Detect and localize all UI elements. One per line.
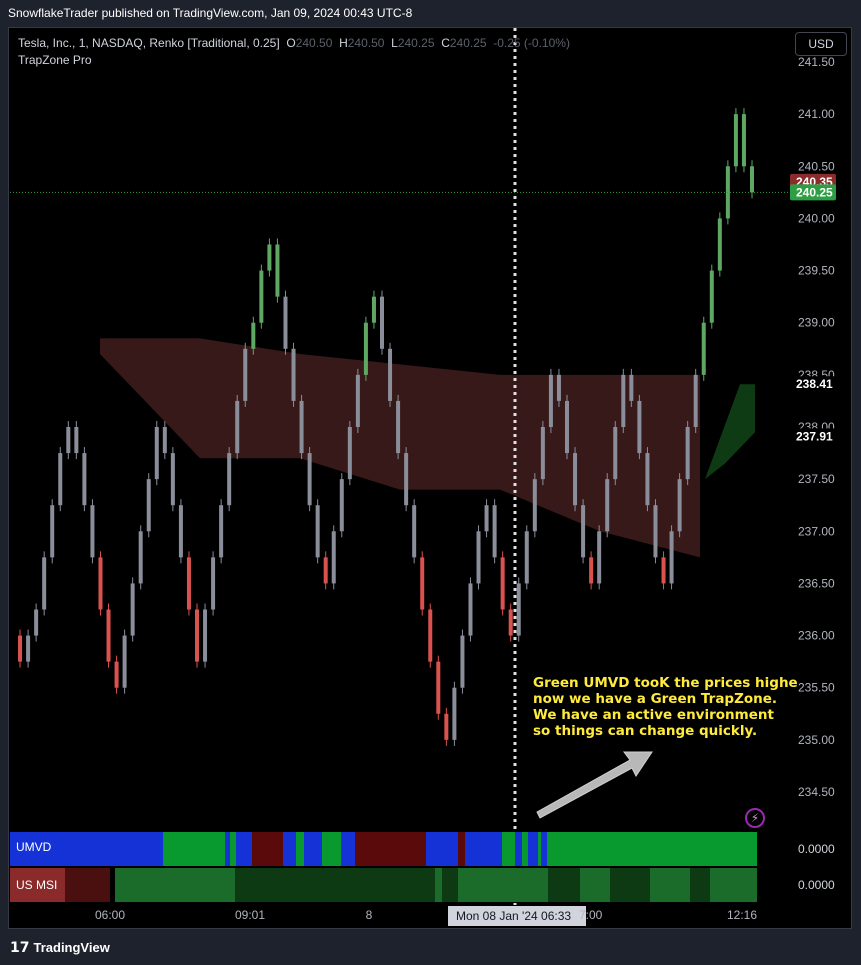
- umvd-segment: [236, 832, 252, 866]
- open-value: 240.50: [295, 36, 333, 50]
- umvd-segment: [541, 832, 547, 866]
- y-tick-label: 241.00: [798, 107, 835, 121]
- symbol-name: Tesla, Inc., 1, NASDAQ, Renko [Tradition…: [18, 36, 280, 50]
- x-tick-label: 06:00: [95, 908, 125, 922]
- y-tick-label: 234.50: [798, 785, 835, 799]
- msi-value: 0.0000: [798, 878, 835, 892]
- y-tick-label: 236.50: [798, 576, 835, 590]
- umvd-segment: [366, 832, 426, 866]
- y-tick-label: 240.50: [798, 159, 835, 173]
- y-tick-label: 237.00: [798, 524, 835, 538]
- umvd-segment: [355, 832, 366, 866]
- msi-segment: [458, 868, 548, 902]
- msi-segment: [610, 868, 650, 902]
- y-tick-label: 239.50: [798, 264, 835, 278]
- change-value: -0.25 (-0.10%): [493, 36, 570, 50]
- x-tick-label: 09:01: [235, 908, 265, 922]
- y-tick-label: 236.00: [798, 629, 835, 643]
- umvd-segment: [515, 832, 522, 866]
- publisher-line: SnowflakeTrader published on TradingView…: [8, 6, 413, 20]
- umvd-segment: [528, 832, 538, 866]
- y-tick-label: 235.50: [798, 681, 835, 695]
- annotation-text: Green UMVD tooK the prices highe now we …: [533, 675, 798, 739]
- umvd-segment: [10, 832, 163, 866]
- price-label-box: [790, 376, 836, 393]
- x-tick-partial: 7:00: [579, 908, 603, 922]
- msi-segment: [650, 868, 690, 902]
- msi-segment: [548, 868, 580, 902]
- price-label-box: [790, 184, 836, 201]
- high-label: H: [339, 36, 348, 50]
- umvd-segment: [426, 832, 458, 866]
- umvd-segment: [225, 832, 230, 866]
- price-label-text: 237.91: [796, 429, 833, 443]
- open-label: O: [286, 36, 296, 50]
- annotation-arrow: [536, 751, 653, 819]
- y-tick-label: 235.00: [798, 733, 835, 747]
- symbol-legend: Tesla, Inc., 1, NASDAQ, Renko [Tradition…: [18, 36, 570, 50]
- msi-segment: [435, 868, 442, 902]
- price-label-text: 238.41: [796, 377, 833, 391]
- umvd-segment: [502, 832, 515, 866]
- x-cursor-label: Mon 08 Jan '24 06:33: [456, 909, 571, 923]
- umvd-segment: [230, 832, 236, 866]
- umvd-segment: [458, 832, 465, 866]
- umvd-segment: [304, 832, 322, 866]
- msi-segment: [690, 868, 710, 902]
- umvd-segment: [296, 832, 304, 866]
- umvd-segment: [163, 832, 225, 866]
- close-label: C: [441, 36, 450, 50]
- x-tick-label: 8: [366, 908, 373, 922]
- msi-segment: [400, 868, 435, 902]
- umvd-segment: [538, 832, 541, 866]
- umvd-segment: [283, 832, 296, 866]
- price-label-box: [790, 428, 836, 445]
- umvd-segment: [547, 832, 757, 866]
- umvd-label: UMVD: [16, 840, 52, 854]
- high-value: 240.50: [347, 36, 385, 50]
- msi-segment: [442, 868, 458, 902]
- msi-segment: [10, 868, 65, 902]
- x-tick-label: 12:16: [727, 908, 757, 922]
- lightning-icon[interactable]: ⚡: [745, 808, 765, 828]
- msi-segment: [580, 868, 610, 902]
- msi-segment: [270, 868, 400, 902]
- umvd-segment: [465, 832, 502, 866]
- msi-segment: [65, 868, 110, 902]
- umvd-segment: [322, 832, 341, 866]
- y-tick-label: 241.50: [798, 55, 835, 69]
- low-label: L: [391, 36, 398, 50]
- y-tick-label: 237.50: [798, 472, 835, 486]
- currency-button[interactable]: USD: [795, 32, 847, 56]
- y-tick-label: 239.00: [798, 316, 835, 330]
- umvd-value: 0.0000: [798, 842, 835, 856]
- msi-segment: [115, 868, 235, 902]
- umvd-segment: [252, 832, 283, 866]
- close-value: 240.25: [449, 36, 487, 50]
- umvd-segment: [341, 832, 355, 866]
- umvd-segment: [522, 832, 528, 866]
- msi-segment: [710, 868, 757, 902]
- green-trapzone-area: [705, 384, 755, 480]
- y-tick-label: 240.00: [798, 211, 835, 225]
- tradingview-logo[interactable]: 𝟭𝟳 TradingView: [10, 939, 110, 956]
- indicator-legend[interactable]: TrapZone Pro: [18, 53, 92, 67]
- tv-logo-icon: 𝟭𝟳: [10, 939, 30, 955]
- tradingview-logo-text: TradingView: [33, 940, 110, 955]
- low-value: 240.25: [397, 36, 435, 50]
- msi-segment: [235, 868, 270, 902]
- msi-label: US MSI: [16, 878, 57, 892]
- price-label-text: 240.25: [796, 185, 833, 199]
- x-cursor-box: [448, 906, 586, 926]
